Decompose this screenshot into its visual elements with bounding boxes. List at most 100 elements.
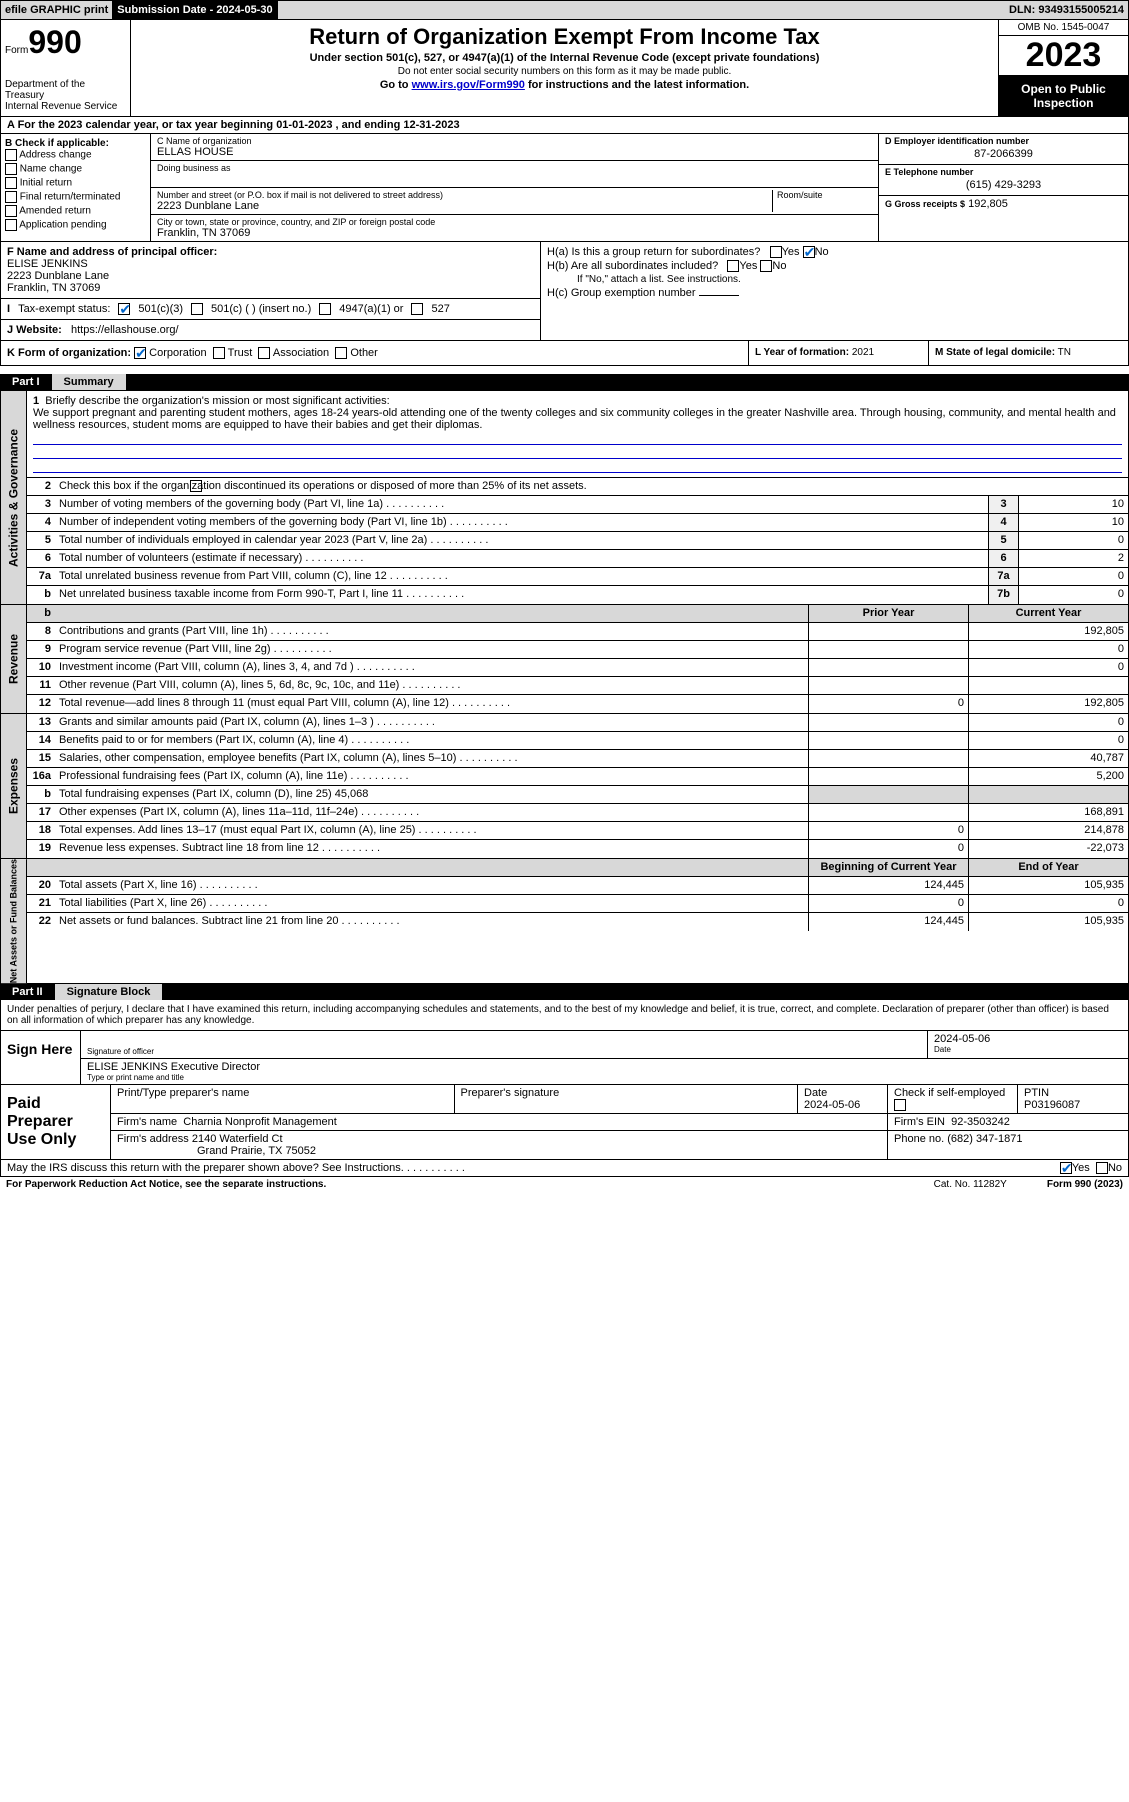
paid-preparer-label: Paid Preparer Use Only	[1, 1085, 111, 1159]
section-a: A For the 2023 calendar year, or tax yea…	[0, 117, 1129, 134]
firm-phone: (682) 347-1871	[947, 1133, 1022, 1145]
exp-row: 17Other expenses (Part IX, column (A), l…	[27, 804, 1128, 822]
discuss-no[interactable]	[1096, 1162, 1108, 1174]
block-k: K Form of organization: Corporation Trus…	[0, 341, 1129, 366]
rev-row: 11Other revenue (Part VIII, column (A), …	[27, 677, 1128, 695]
pra-notice: For Paperwork Reduction Act Notice, see …	[6, 1179, 326, 1190]
firm-addr2: Grand Prairie, TX 75052	[197, 1145, 316, 1157]
dept-label: Department of the Treasury Internal Reve…	[5, 79, 126, 112]
net-row: 20Total assets (Part X, line 16)124,4451…	[27, 877, 1128, 895]
summary-net: Net Assets or Fund Balances Beginning of…	[0, 859, 1129, 984]
net-row: 21Total liabilities (Part X, line 26)00	[27, 895, 1128, 913]
org-name-label: C Name of organization	[157, 136, 872, 146]
part2-num: Part II	[0, 984, 55, 1000]
cb-trust[interactable]	[213, 347, 225, 359]
ein-label: D Employer identification number	[885, 136, 1122, 146]
cb-final-return[interactable]: Final return/terminated	[5, 191, 146, 203]
part2-header: Part II Signature Block	[0, 984, 1129, 1000]
cb-app-pending[interactable]: Application pending	[5, 219, 146, 231]
org-name: ELLAS HOUSE	[157, 146, 872, 158]
gross-label: G Gross receipts $	[885, 199, 965, 209]
col-beginning: Beginning of Current Year	[808, 859, 968, 876]
omb-number: OMB No. 1545-0047	[999, 20, 1128, 36]
city-label: City or town, state or province, country…	[157, 217, 872, 227]
officer-print-name: ELISE JENKINS Executive Director	[87, 1061, 1122, 1073]
cb-address-change[interactable]: Address change	[5, 149, 146, 161]
l-label: L Year of formation:	[755, 347, 849, 358]
gov-row: 3Number of voting members of the governi…	[27, 496, 1128, 514]
hb-yes[interactable]	[727, 260, 739, 272]
preparer-sig-label: Preparer's signature	[461, 1087, 792, 1099]
part1-header: Part I Summary	[0, 374, 1129, 390]
phone-label: E Telephone number	[885, 167, 1122, 177]
cb-527[interactable]	[411, 303, 423, 315]
side-governance: Activities & Governance	[1, 391, 27, 604]
cb-501c[interactable]	[191, 303, 203, 315]
ha-no[interactable]	[803, 246, 815, 258]
hb-no[interactable]	[760, 260, 772, 272]
rev-row: 9Program service revenue (Part VIII, lin…	[27, 641, 1128, 659]
mission-label: Briefly describe the organization's miss…	[45, 395, 389, 407]
part2-title: Signature Block	[55, 984, 163, 1000]
tax-year: 2023	[999, 36, 1128, 76]
k-label: K Form of organization:	[7, 347, 131, 359]
rev-row: 10Investment income (Part VIII, column (…	[27, 659, 1128, 677]
cb-self-employed[interactable]	[894, 1099, 906, 1111]
gov-row: 6Total number of volunteers (estimate if…	[27, 550, 1128, 568]
sig-officer-label: Signature of officer	[87, 1047, 921, 1056]
side-revenue: Revenue	[1, 605, 27, 713]
side-net: Net Assets or Fund Balances	[1, 859, 27, 983]
net-row: 22Net assets or fund balances. Subtract …	[27, 913, 1128, 931]
exp-row: 13Grants and similar amounts paid (Part …	[27, 714, 1128, 732]
top-bar: efile GRAPHIC print Submission Date - 20…	[0, 0, 1129, 20]
page-footer: For Paperwork Reduction Act Notice, see …	[0, 1177, 1129, 1192]
form-header: Form990 Department of the Treasury Inter…	[0, 20, 1129, 117]
efile-label[interactable]: efile GRAPHIC print	[1, 1, 113, 19]
cb-assoc[interactable]	[258, 347, 270, 359]
ein-value: 87-2066399	[885, 146, 1122, 162]
exp-row: bTotal fundraising expenses (Part IX, co…	[27, 786, 1128, 804]
cb-other[interactable]	[335, 347, 347, 359]
sign-here-label: Sign Here	[1, 1031, 81, 1084]
cb-corp[interactable]	[134, 347, 146, 359]
officer-status-block: F Name and address of principal officer:…	[0, 242, 1129, 341]
instructions-link[interactable]: www.irs.gov/Form990	[412, 79, 525, 91]
open-public: Open to Public Inspection	[999, 76, 1128, 116]
summary-revenue: Revenue bPrior YearCurrent Year 8Contrib…	[0, 605, 1129, 714]
sig-date: 2024-05-06	[934, 1033, 1122, 1045]
preparer-name-label: Print/Type preparer's name	[117, 1087, 448, 1099]
exp-row: 14Benefits paid to or for members (Part …	[27, 732, 1128, 750]
firm-ein: 92-3503242	[951, 1116, 1010, 1128]
b-label: B Check if applicable:	[5, 138, 146, 149]
room-label: Room/suite	[777, 190, 872, 200]
signature-block: Under penalties of perjury, I declare th…	[0, 1000, 1129, 1177]
m-label: M State of legal domicile:	[935, 347, 1055, 358]
form-no-footer: Form 990 (2023)	[1047, 1179, 1123, 1190]
discuss-yes[interactable]	[1060, 1162, 1072, 1174]
officer-label: F Name and address of principal officer:	[7, 246, 534, 258]
ssn-warning: Do not enter social security numbers on …	[139, 66, 990, 77]
cb-name-change[interactable]: Name change	[5, 163, 146, 175]
q2-text: Check this box if the organization disco…	[59, 480, 587, 492]
ha-yes[interactable]	[770, 246, 782, 258]
cb-4947[interactable]	[319, 303, 331, 315]
form-label: Form	[5, 45, 28, 56]
part1-title: Summary	[52, 374, 126, 390]
cb-amended[interactable]: Amended return	[5, 205, 146, 217]
exp-row: 18Total expenses. Add lines 13–17 (must …	[27, 822, 1128, 840]
mission-text: We support pregnant and parenting studen…	[33, 407, 1122, 431]
rev-row: 12Total revenue—add lines 8 through 11 (…	[27, 695, 1128, 713]
col-prior: Prior Year	[808, 605, 968, 622]
cb-501c3[interactable]	[118, 303, 130, 315]
ptin: P03196087	[1024, 1099, 1122, 1111]
exp-row: 15Salaries, other compensation, employee…	[27, 750, 1128, 768]
officer-name: ELISE JENKINS	[7, 258, 534, 270]
hb-note: If "No," attach a list. See instructions…	[547, 274, 1122, 285]
cb-discontinued[interactable]	[190, 480, 202, 492]
firm-addr1: 2140 Waterfield Ct	[192, 1133, 283, 1145]
gov-row: bNet unrelated business taxable income f…	[27, 586, 1128, 604]
exp-row: 16aProfessional fundraising fees (Part I…	[27, 768, 1128, 786]
cb-initial-return[interactable]: Initial return	[5, 177, 146, 189]
dln: DLN: 93493155005214	[1005, 1, 1128, 19]
form-subtitle: Under section 501(c), 527, or 4947(a)(1)…	[139, 52, 990, 64]
